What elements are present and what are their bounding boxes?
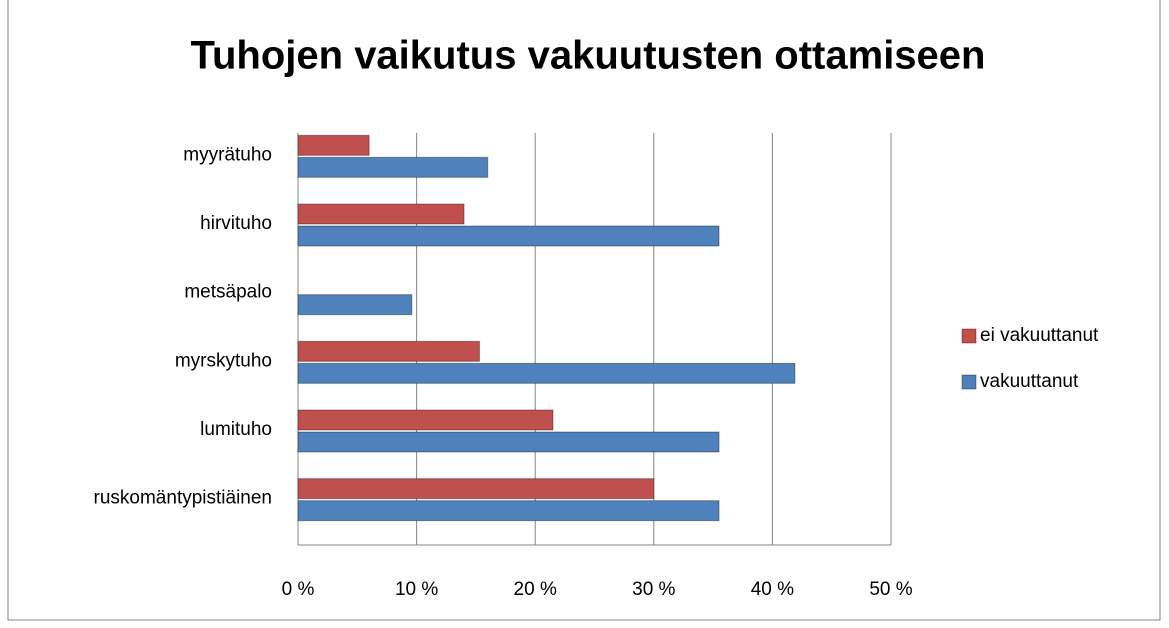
x-tick-label: 40 % <box>751 579 794 600</box>
bar <box>297 409 554 431</box>
y-tick-label: myrskytuho <box>175 350 272 371</box>
x-tick-label: 0 % <box>282 579 315 600</box>
y-tick-label: lumituho <box>200 419 272 440</box>
y-tick-label: metsäpalo <box>184 282 272 303</box>
bar <box>297 340 480 362</box>
y-tick-label: myyrätuho <box>183 144 272 165</box>
legend-swatch <box>961 328 977 344</box>
bar <box>297 134 370 156</box>
bar <box>297 500 720 522</box>
bar <box>297 225 720 247</box>
x-tick-label: 30 % <box>632 579 675 600</box>
bar <box>297 156 489 178</box>
x-tick-label: 50 % <box>869 579 912 600</box>
bar <box>297 478 655 500</box>
bar <box>297 431 720 453</box>
legend-swatch <box>961 374 977 390</box>
bar <box>297 203 465 225</box>
legend-label: vakuuttanut <box>980 371 1079 392</box>
x-tick-label: 10 % <box>395 579 438 600</box>
legend-label: ei vakuuttanut <box>980 325 1099 346</box>
y-tick-label: hirvituho <box>200 213 272 234</box>
bar <box>297 362 796 384</box>
x-tick-label: 20 % <box>514 579 557 600</box>
bar <box>297 294 413 316</box>
chart-title: Tuhojen vaikutus vakuutusten ottamiseen <box>191 34 986 78</box>
y-tick-label: ruskomäntypistiäinen <box>94 488 272 509</box>
chart-frame <box>7 0 1161 621</box>
